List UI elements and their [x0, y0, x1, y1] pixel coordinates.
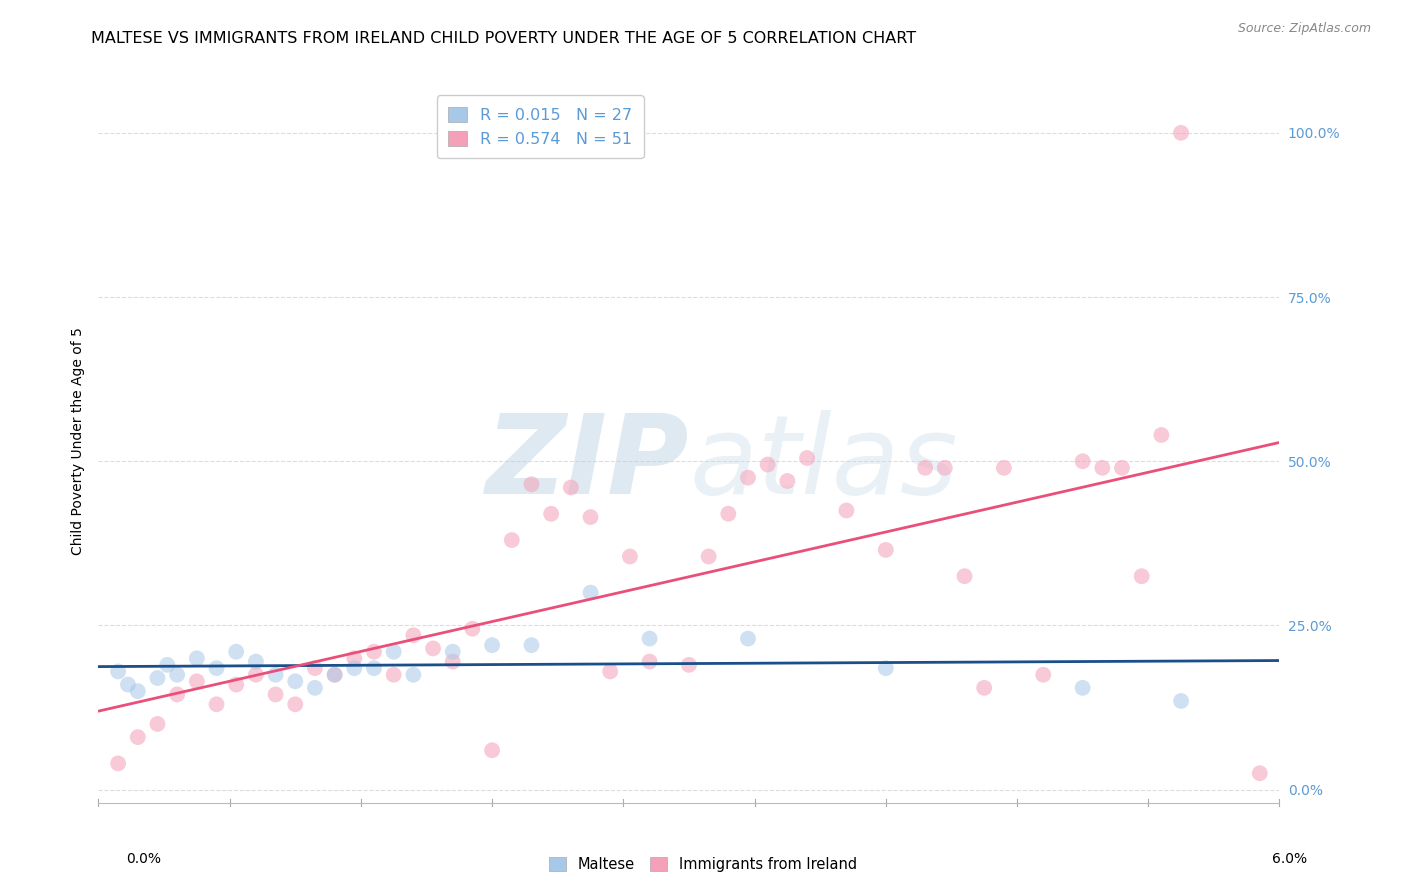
Point [1111, 460, 1133, 475]
Point [953, 569, 976, 583]
Point [127, 730, 149, 744]
Text: ZIP: ZIP [485, 409, 689, 516]
Point [619, 549, 641, 564]
Point [875, 542, 897, 557]
Point [560, 481, 582, 495]
Point [205, 698, 228, 712]
Point [323, 667, 346, 681]
Point [304, 661, 326, 675]
Point [284, 674, 307, 689]
Point [323, 667, 346, 681]
Point [225, 677, 247, 691]
Point [146, 717, 169, 731]
Point [1071, 454, 1094, 468]
Point [245, 667, 267, 681]
Point [1170, 694, 1192, 708]
Point [245, 655, 267, 669]
Point [461, 622, 484, 636]
Point [402, 628, 425, 642]
Point [117, 677, 139, 691]
Point [835, 503, 858, 517]
Point [520, 477, 543, 491]
Text: MALTESE VS IMMIGRANTS FROM IRELAND CHILD POVERTY UNDER THE AGE OF 5 CORRELATION : MALTESE VS IMMIGRANTS FROM IRELAND CHILD… [91, 31, 917, 46]
Point [156, 657, 179, 672]
Point [186, 674, 208, 689]
Point [264, 667, 287, 681]
Point [166, 687, 188, 701]
Point [796, 450, 818, 465]
Point [343, 651, 366, 665]
Point [599, 665, 621, 679]
Point [363, 645, 385, 659]
Point [382, 667, 405, 681]
Point [993, 460, 1015, 475]
Point [284, 698, 307, 712]
Point [481, 638, 503, 652]
Point [737, 632, 759, 646]
Point [343, 661, 366, 675]
Text: Source: ZipAtlas.com: Source: ZipAtlas.com [1237, 22, 1371, 36]
Point [441, 645, 464, 659]
Point [1170, 126, 1192, 140]
Point [1130, 569, 1153, 583]
Point [205, 661, 228, 675]
Point [579, 510, 602, 524]
Point [1091, 460, 1114, 475]
Point [481, 743, 503, 757]
Point [1032, 667, 1054, 681]
Point [107, 665, 129, 679]
Point [501, 533, 523, 547]
Point [402, 667, 425, 681]
Point [166, 667, 188, 681]
Text: 6.0%: 6.0% [1272, 852, 1308, 866]
Point [520, 638, 543, 652]
Point [540, 507, 562, 521]
Point [776, 474, 799, 488]
Point [304, 681, 326, 695]
Point [678, 657, 700, 672]
Point [186, 651, 208, 665]
Legend: Maltese, Immigrants from Ireland: Maltese, Immigrants from Ireland [543, 851, 863, 878]
Point [107, 756, 129, 771]
Point [382, 645, 405, 659]
Text: atlas: atlas [689, 409, 957, 516]
Point [422, 641, 444, 656]
Point [1150, 428, 1173, 442]
Point [914, 460, 936, 475]
Point [697, 549, 720, 564]
Point [875, 661, 897, 675]
Point [1249, 766, 1271, 780]
Point [441, 655, 464, 669]
Point [717, 507, 740, 521]
Point [264, 687, 287, 701]
Point [1071, 681, 1094, 695]
Point [756, 458, 779, 472]
Point [127, 684, 149, 698]
Y-axis label: Child Poverty Under the Age of 5: Child Poverty Under the Age of 5 [70, 327, 84, 556]
Point [638, 655, 661, 669]
Point [638, 632, 661, 646]
Point [225, 645, 247, 659]
Point [973, 681, 995, 695]
Text: 0.0%: 0.0% [127, 852, 162, 866]
Point [737, 471, 759, 485]
Point [146, 671, 169, 685]
Legend: R = 0.015   N = 27, R = 0.574   N = 51: R = 0.015 N = 27, R = 0.574 N = 51 [437, 95, 644, 158]
Point [934, 460, 956, 475]
Point [363, 661, 385, 675]
Point [579, 585, 602, 599]
